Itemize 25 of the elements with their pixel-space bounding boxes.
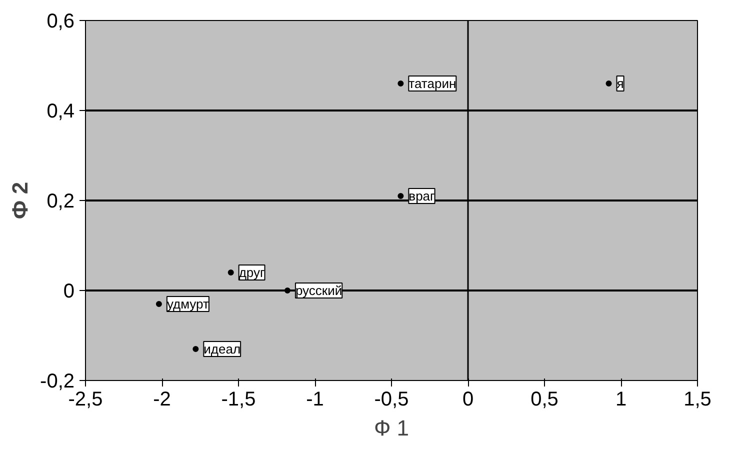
point	[192, 346, 199, 352]
data-label: враг	[408, 188, 436, 204]
y-tick-label: 0	[63, 280, 74, 302]
point	[228, 270, 234, 276]
point	[398, 80, 404, 86]
data-label: я	[616, 76, 624, 91]
y-tick-label: 0,6	[46, 10, 75, 32]
y-tick-label: 0,2	[46, 190, 75, 212]
point	[398, 193, 404, 199]
point	[606, 80, 612, 86]
x-tick-label: -0,5	[374, 388, 409, 410]
x-axis-title: Ф 1	[374, 416, 410, 440]
y-tick-label: 0,4	[46, 100, 75, 122]
data-label: русский	[295, 283, 342, 298]
x-tick-label: 1	[615, 388, 627, 410]
x-tick-label: -2	[153, 388, 171, 410]
x-tick-label: -1,5	[221, 388, 256, 410]
x-tick-label: 1,5	[684, 388, 712, 410]
point	[156, 301, 162, 307]
x-tick-label: 0	[462, 388, 474, 410]
data-label: идеал	[204, 342, 241, 356]
x-tick-label: 0,5	[530, 388, 558, 410]
data-label: татарин	[408, 76, 456, 91]
x-tick-label: -1	[306, 388, 324, 410]
y-axis-title: Ф 2	[8, 182, 32, 220]
